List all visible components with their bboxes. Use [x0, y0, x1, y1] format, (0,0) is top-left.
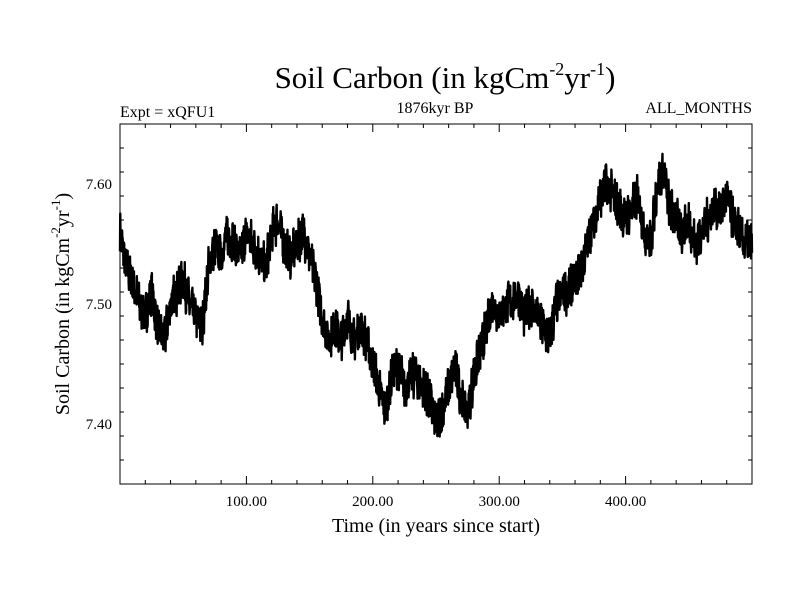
x-tick-label: 200.00	[352, 494, 393, 510]
y-tick-label: 7.50	[86, 297, 112, 313]
subtitle-left: Expt = xQFU1	[120, 104, 215, 121]
y-tick-label: 7.60	[86, 177, 112, 193]
axis-ticks	[120, 124, 752, 484]
x-tick-label: 100.00	[226, 494, 267, 510]
subtitle-right: ALL_MONTHS	[645, 100, 752, 117]
tick-labels: 100.00 200.00 300.00 400.00 7.40 7.50 7.60	[86, 177, 646, 510]
plot-frame	[119, 123, 753, 485]
x-tick-label: 400.00	[605, 494, 646, 510]
series-line-soil-carbon	[118, 152, 754, 438]
x-tick-label: 300.00	[479, 494, 520, 510]
y-axis-title: Soil Carbon (in kgCm-2yr-1)	[48, 193, 74, 415]
subtitle-center: 1876kyr BP	[397, 100, 474, 117]
x-axis-title: Time (in years since start)	[332, 515, 540, 537]
chart-title: Soil Carbon (in kgCm-2yr-1)	[275, 59, 616, 95]
y-tick-label: 7.40	[86, 417, 112, 433]
